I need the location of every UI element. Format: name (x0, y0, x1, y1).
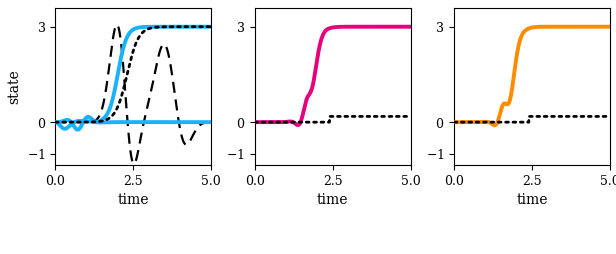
X-axis label: time: time (317, 193, 349, 207)
Y-axis label: state: state (7, 69, 22, 104)
X-axis label: time: time (118, 193, 149, 207)
X-axis label: time: time (516, 193, 548, 207)
